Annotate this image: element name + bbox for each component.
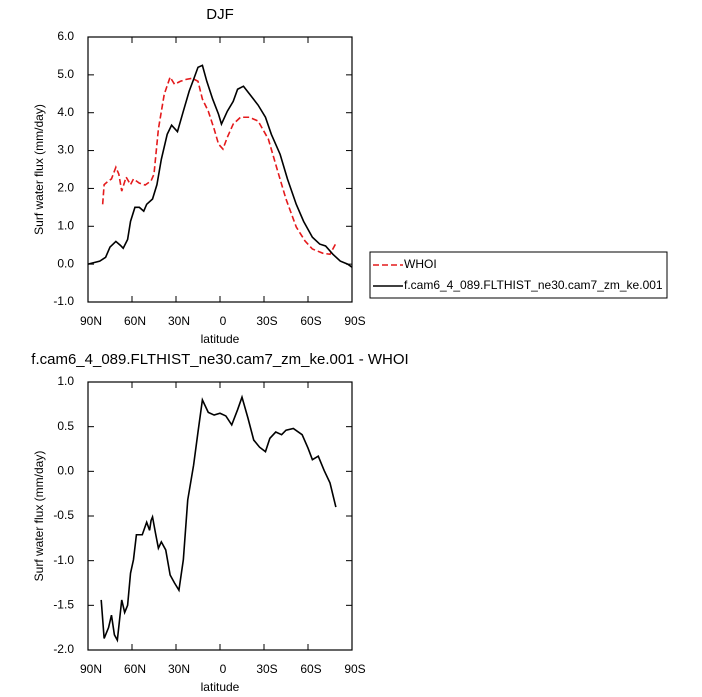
y-tick-label: -1.0	[53, 553, 74, 567]
y-tick-label: -1.5	[53, 598, 74, 612]
x-tick-label: 90S	[344, 314, 365, 328]
y-tick-label: 1.0	[57, 218, 74, 232]
y-tick-label: 0.0	[57, 464, 74, 478]
x-axis-label: latitude	[201, 680, 240, 694]
x-tick-label: 90S	[344, 662, 365, 676]
x-tick-label: 60S	[300, 662, 321, 676]
x-tick-label: 30S	[256, 662, 277, 676]
y-tick-label: 6.0	[57, 29, 74, 43]
legend-box	[369, 251, 668, 299]
y-tick-label: 3.0	[57, 143, 74, 157]
y-tick-label: 2.0	[57, 181, 74, 195]
x-tick-label: 30S	[256, 314, 277, 328]
chart-title: DJF	[206, 6, 234, 23]
x-tick-label: 60S	[300, 314, 321, 328]
x-tick-label: 90N	[80, 662, 102, 676]
y-axis-label: Surf water flux (mm/day)	[32, 451, 46, 582]
x-tick-label: 0	[220, 662, 227, 676]
legend-label: f.cam6_4_089.FLTHIST_ne30.cam7_zm_ke.001	[404, 278, 663, 292]
x-tick-label: 60N	[124, 314, 146, 328]
data-line	[100, 394, 337, 643]
y-tick-label: -1.0	[53, 294, 74, 308]
x-axis-label: latitude	[201, 332, 240, 346]
y-tick-label: -2.0	[53, 642, 74, 656]
y-tick-label: -0.5	[53, 508, 74, 522]
y-tick-label: 4.0	[57, 105, 74, 119]
data-line	[87, 64, 353, 268]
y-axis-label: Surf water flux (mm/day)	[32, 104, 46, 235]
y-tick-label: 0.5	[57, 419, 74, 433]
x-tick-label: 60N	[124, 662, 146, 676]
data-line	[101, 75, 337, 256]
chart-title: f.cam6_4_089.FLTHIST_ne30.cam7_zm_ke.001…	[31, 351, 408, 368]
x-tick-label: 90N	[80, 314, 102, 328]
y-tick-label: 5.0	[57, 67, 74, 81]
plot-frame	[87, 381, 353, 651]
x-tick-label: 30N	[168, 314, 190, 328]
y-tick-label: 1.0	[57, 374, 74, 388]
plot-frame	[87, 36, 353, 303]
x-tick-label: 0	[220, 314, 227, 328]
legend-label: WHOI	[404, 257, 437, 271]
x-tick-label: 30N	[168, 662, 190, 676]
y-tick-label: 0.0	[57, 256, 74, 270]
